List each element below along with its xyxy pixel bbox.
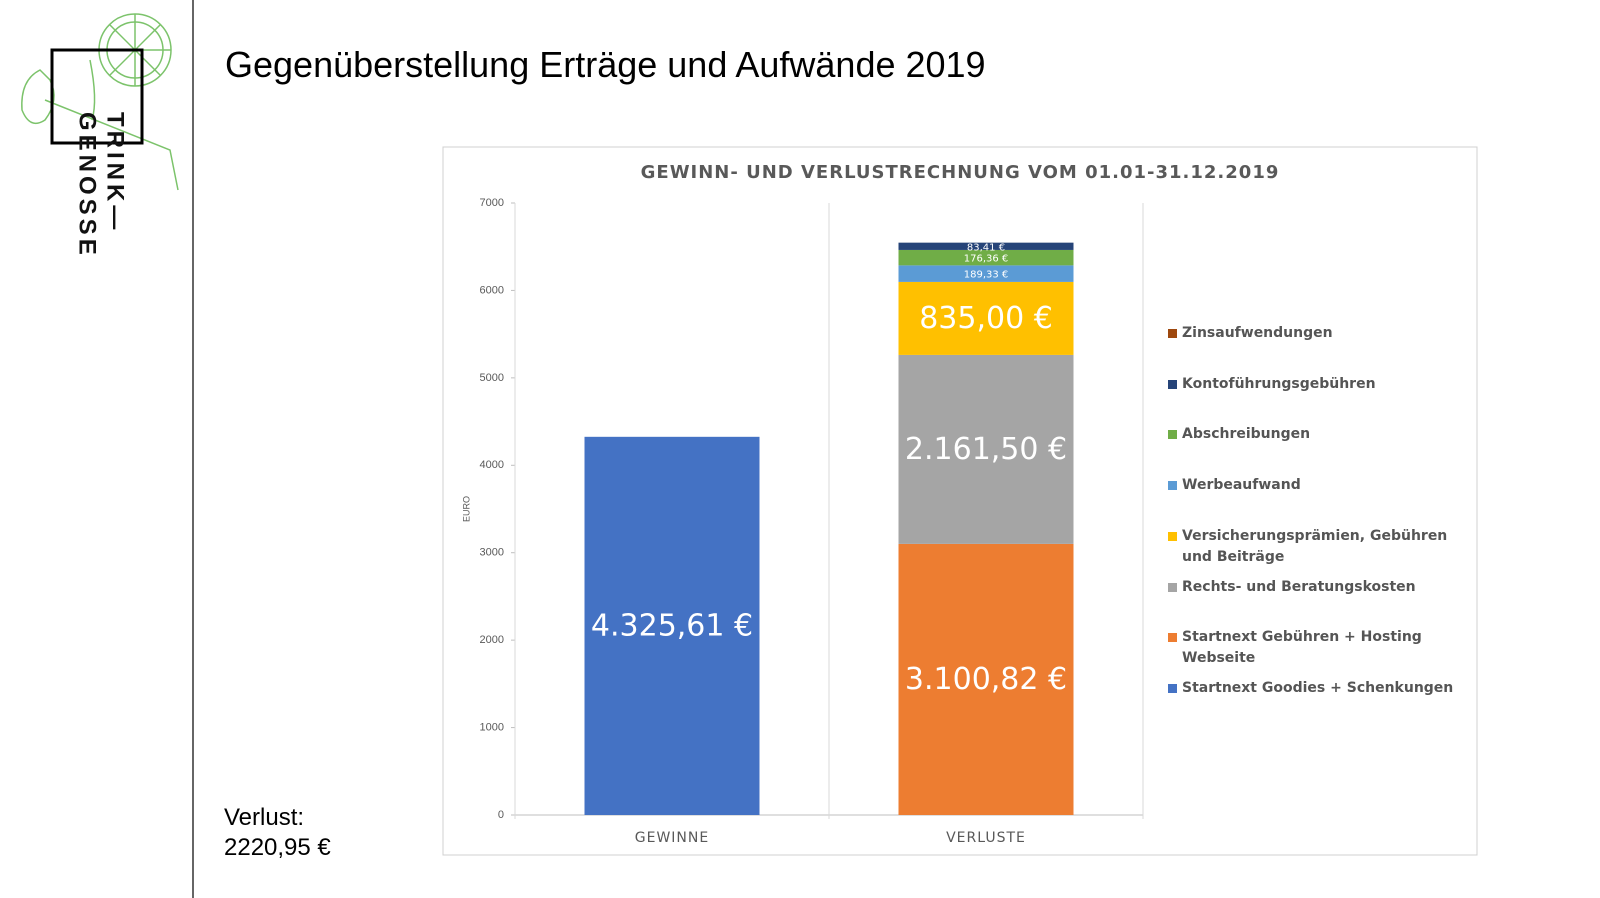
logo-text: TRINK— bbox=[102, 112, 129, 233]
y-tick-label: 4000 bbox=[480, 459, 504, 471]
y-tick-label: 7000 bbox=[480, 197, 504, 209]
slide-title: Gegenüberstellung Erträge und Aufwände 2… bbox=[225, 44, 986, 85]
legend-swatch bbox=[1168, 380, 1177, 389]
legend-label: Abschreibungen bbox=[1182, 426, 1311, 442]
legend-item: Rechts- und Beratungskosten bbox=[1168, 577, 1482, 598]
y-tick-label: 0 bbox=[498, 809, 504, 821]
legend-label: Startnext Goodies + Schenkungen bbox=[1182, 680, 1454, 696]
legend-swatch bbox=[1168, 532, 1177, 541]
chart-title: GEWINN- UND VERLUSTRECHNUNG VOM 01.01-31… bbox=[641, 162, 1280, 183]
logo bbox=[21, 13, 179, 191]
bar-segment bbox=[898, 242, 1074, 250]
legend-item: Abschreibungen bbox=[1168, 424, 1482, 445]
y-tick-label: 6000 bbox=[480, 284, 504, 296]
value-label: 189,33 € bbox=[964, 270, 1009, 281]
legend-item: Startnext Gebühren + Hosting Webseite bbox=[1168, 627, 1482, 669]
legend-swatch bbox=[1168, 684, 1177, 693]
legend-swatch bbox=[1168, 329, 1177, 338]
value-label: 176,36 € bbox=[964, 254, 1009, 265]
value-label: 4.325,61 € bbox=[591, 608, 753, 643]
bar-segment bbox=[898, 543, 1074, 815]
legend-swatch bbox=[1168, 481, 1177, 490]
bar-segment bbox=[584, 436, 760, 815]
bar-segment bbox=[898, 249, 1074, 266]
legend-swatch bbox=[1168, 583, 1177, 592]
value-label: 2.161,50 € bbox=[905, 432, 1067, 467]
bar-segment bbox=[898, 354, 1074, 544]
legend-label: Kontoführungsgebühren bbox=[1182, 376, 1376, 392]
y-tick-label: 3000 bbox=[480, 547, 504, 559]
value-label: 3.100,82 € bbox=[905, 662, 1067, 697]
bar-segment bbox=[898, 281, 1074, 355]
value-label: 835,00 € bbox=[919, 301, 1053, 336]
note-label: Verlust: bbox=[224, 804, 305, 831]
legend-swatch bbox=[1168, 430, 1177, 439]
plot: 0 1000 2000 3000 4000 5000 6000 7000 GEWINNE 4.32… bbox=[480, 197, 1144, 846]
y-tick-label: 5000 bbox=[480, 372, 504, 384]
y-axis-label: EURO bbox=[461, 496, 471, 522]
logo-text: GENOSSE bbox=[74, 112, 101, 259]
legend-item: Kontoführungsgebühren bbox=[1168, 374, 1482, 395]
legend-label: Zinsaufwendungen bbox=[1182, 325, 1333, 341]
legend-label: Versicherungsprämien, Gebühren und Beitr… bbox=[1182, 528, 1448, 565]
value-label: 83,41 € bbox=[967, 242, 1005, 253]
x-tick-label: GEWINNE bbox=[635, 830, 709, 846]
legend-label: Werbeaufwand bbox=[1182, 477, 1301, 493]
legend-item: Zinsaufwendungen bbox=[1168, 323, 1482, 344]
x-tick-label: VERLUSTE bbox=[946, 830, 1026, 846]
legend-item: Versicherungsprämien, Gebühren und Beitr… bbox=[1168, 526, 1482, 568]
legend-label: Rechts- und Beratungskosten bbox=[1182, 579, 1416, 595]
note-value: 2220,95 € bbox=[224, 834, 331, 861]
y-tick-label: 2000 bbox=[480, 634, 504, 646]
legend-item: Startnext Goodies + Schenkungen bbox=[1168, 678, 1482, 699]
bar-segment bbox=[898, 265, 1074, 282]
legend-label: Startnext Gebühren + Hosting Webseite bbox=[1182, 629, 1422, 666]
y-tick-label: 1000 bbox=[480, 721, 504, 733]
legend-swatch bbox=[1168, 633, 1177, 642]
legend-item: Werbeaufwand bbox=[1168, 475, 1482, 496]
